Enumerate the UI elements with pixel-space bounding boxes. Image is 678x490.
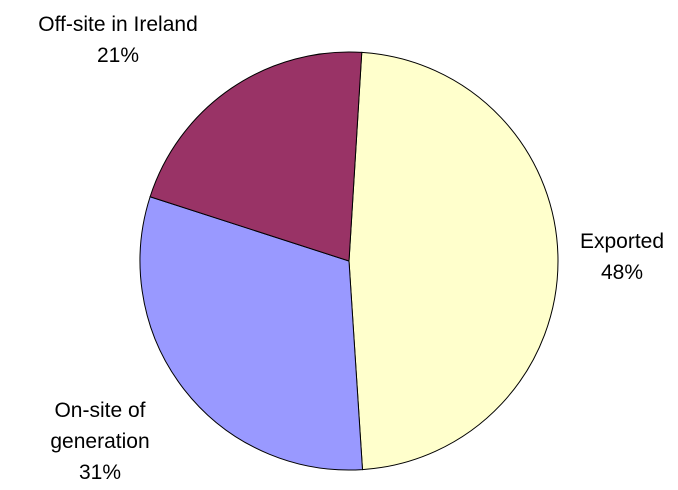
slice-label: Exported 48% — [562, 226, 678, 288]
pie-slice — [139, 196, 364, 471]
category-label: On-site of generation — [50, 399, 150, 453]
slice-label: Off-site in Ireland 21% — [0, 9, 238, 71]
category-label: Off-site in Ireland — [38, 13, 198, 36]
category-label: Exported — [579, 230, 665, 253]
value-label: 48% — [600, 261, 644, 284]
slice-label: On-site of generation 31% — [38, 395, 163, 488]
value-label: 31% — [78, 461, 122, 484]
value-label: 21% — [96, 44, 140, 67]
pie-slice — [348, 51, 559, 471]
pie-slice — [149, 51, 363, 262]
